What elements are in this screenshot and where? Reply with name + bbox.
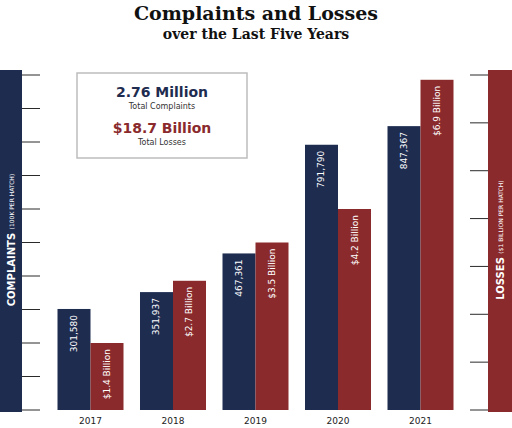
data-label: 467,361	[234, 259, 244, 296]
summary-caption: Total Losses	[137, 138, 186, 147]
right-axis-band	[488, 70, 512, 412]
data-label: $2.7 Billion	[185, 287, 195, 337]
data-label: $1.4 Billion	[102, 349, 112, 399]
bar	[58, 309, 91, 410]
y2-tick	[470, 122, 488, 123]
data-label: $4.2 Billion	[350, 215, 360, 265]
y2-tick	[470, 170, 488, 171]
summary-frame	[77, 73, 247, 158]
y2-tick	[470, 218, 488, 219]
bars	[58, 80, 454, 410]
x-tick-label: 2020	[327, 416, 350, 426]
y-tick	[22, 376, 40, 377]
data-label: 301,580	[69, 315, 79, 352]
bar	[140, 292, 173, 410]
axis-label-main: COMPLAINTS	[6, 229, 17, 306]
summary-value: $18.7 Billion	[113, 120, 212, 136]
y-tick	[22, 410, 40, 411]
y2-tick	[470, 314, 488, 315]
data-label: 847,367	[399, 132, 409, 169]
bar	[421, 80, 454, 410]
bar	[305, 145, 338, 410]
axis-label-main: LOSSES	[495, 254, 506, 300]
data-label: 791,790	[317, 150, 327, 187]
bar	[256, 243, 289, 411]
title: Complaints and Losses	[134, 2, 378, 24]
bar	[91, 343, 124, 410]
y2-tick	[470, 410, 488, 411]
y2-axis-label: LOSSES ($1 BILLION PER HATCH)	[495, 180, 506, 299]
bar	[338, 209, 371, 410]
y-tick	[22, 242, 40, 243]
y2-tick	[470, 362, 488, 363]
y-tick	[22, 209, 40, 210]
bar	[173, 281, 206, 410]
x-tick-label: 2018	[162, 416, 185, 426]
y-tick	[22, 343, 40, 344]
data-label: 351,937	[152, 298, 162, 335]
summary-caption: Total Complaints	[128, 102, 195, 111]
axis-label-unit: (100K PER HATCH)	[8, 174, 15, 230]
bar	[388, 126, 421, 410]
summary-box: 2.76 Million Total Complaints $18.7 Billio…	[77, 73, 247, 158]
x-tick-label: 2021	[409, 416, 432, 426]
y2-tick	[470, 75, 488, 76]
y-axis-label: COMPLAINTS (100K PER HATCH)	[6, 174, 17, 306]
data-label: $6.9 Billion	[432, 86, 442, 136]
data-labels: 301,580 $1.4 Billion 351,937 $2.7 Billion 46…	[69, 86, 442, 400]
subtitle: over the Last Five Years	[163, 26, 350, 42]
y2-tick	[470, 266, 488, 267]
y-tick	[22, 142, 40, 143]
y-tick	[22, 108, 40, 109]
y-tick	[22, 75, 40, 76]
x-tick-label: 2017	[79, 416, 102, 426]
y-tick	[22, 175, 40, 176]
chart: Complaints and Losses over the Last Five …	[0, 0, 512, 428]
summary-value: 2.76 Million	[116, 84, 208, 100]
axis-label-unit: ($1 BILLION PER HATCH)	[497, 180, 504, 253]
y-tick	[22, 276, 40, 277]
y-tick	[22, 309, 40, 310]
bar	[223, 253, 256, 410]
x-tick-label: 2019	[244, 416, 267, 426]
data-label: $3.5 Billion	[267, 249, 277, 299]
left-axis-band	[0, 70, 22, 412]
